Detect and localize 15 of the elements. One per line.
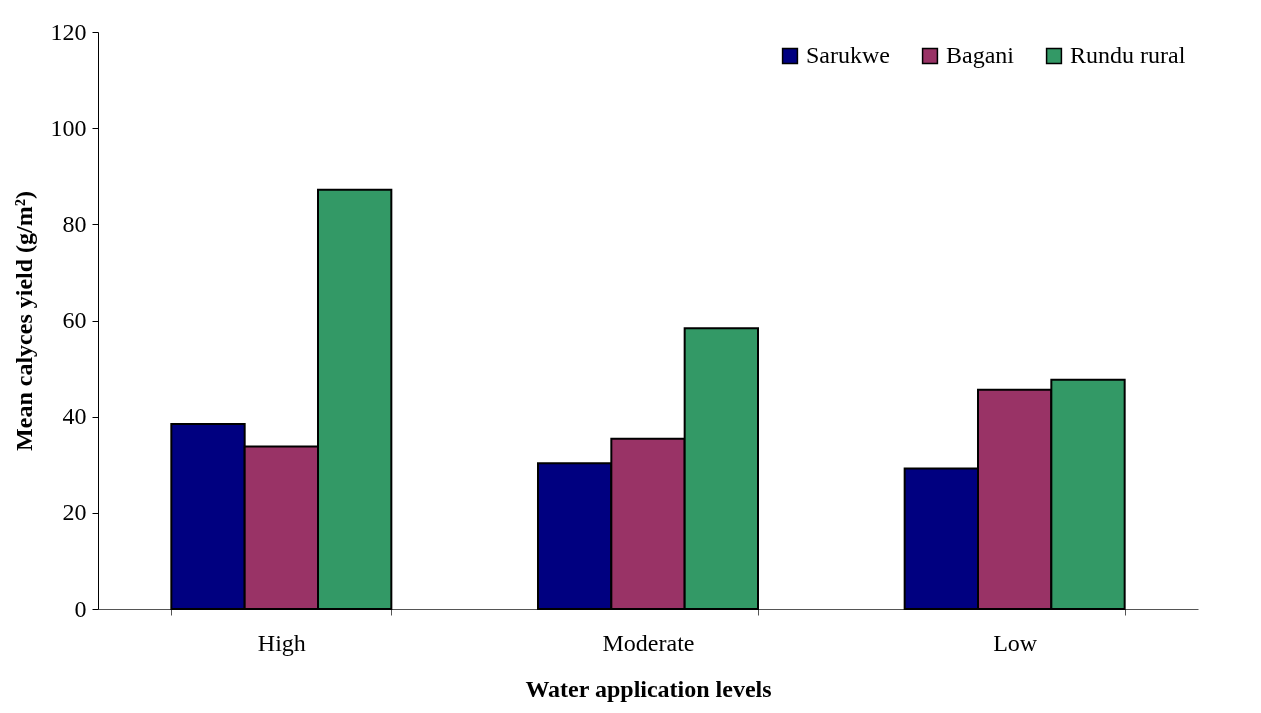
y-tick-label: 0 — [74, 595, 87, 622]
x-tick-label: Low — [993, 629, 1038, 656]
x-axis-title: Water application levels — [525, 675, 772, 702]
x-tick-label: Moderate — [602, 629, 695, 656]
y-tick-label: 60 — [62, 307, 87, 333]
y-axis-title: Mean calyces yield (g/m²) — [10, 191, 37, 451]
y-tick-label: 100 — [50, 114, 87, 141]
x-tick-label: High — [257, 629, 306, 656]
legend-label: Sarukwe — [806, 42, 890, 68]
y-tick-label: 80 — [62, 210, 87, 237]
legend-label: Bagani — [946, 42, 1015, 68]
y-tick-label: 40 — [62, 403, 87, 430]
y-tick-label: 20 — [62, 499, 87, 526]
y-tick-label: 120 — [50, 18, 87, 45]
legend-label: Rundu rural — [1070, 42, 1186, 68]
